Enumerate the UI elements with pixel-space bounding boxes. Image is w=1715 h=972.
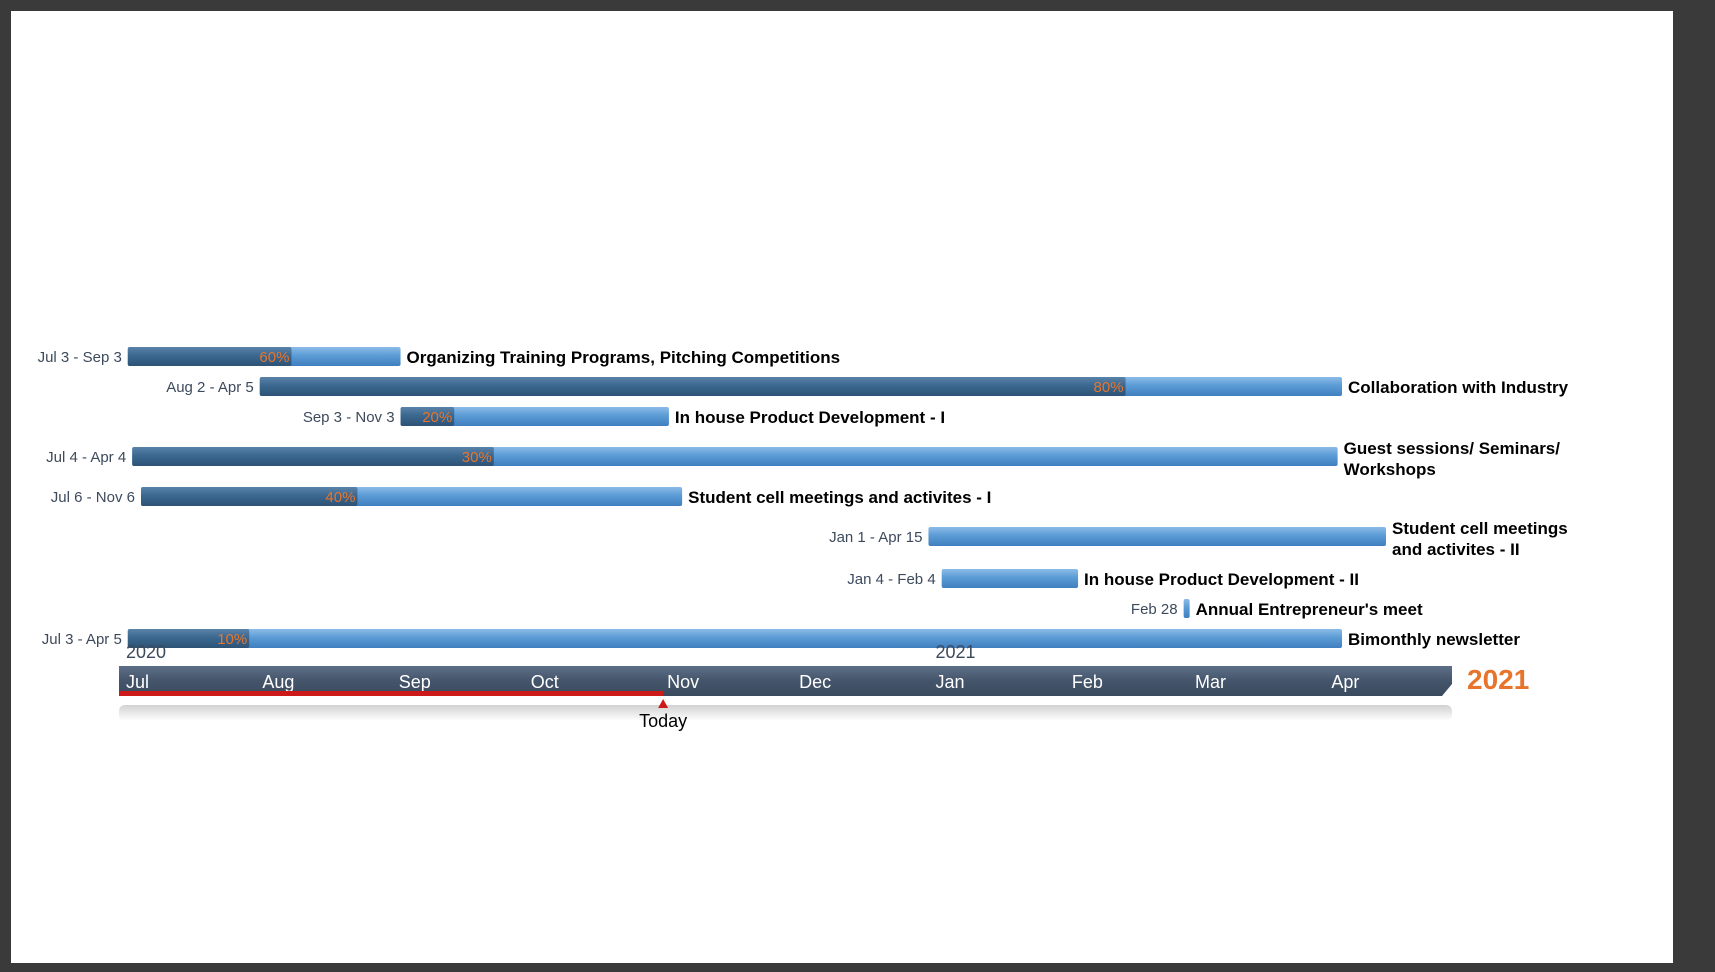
task-progress-bar	[127, 629, 250, 648]
task-progress-label: 30%	[462, 449, 492, 466]
month-label: Mar	[1195, 672, 1226, 692]
task-progress-label: 60%	[259, 349, 289, 366]
task-row: 10% Jul 3 - Apr 5 Bimonthly newsletter	[42, 629, 1520, 649]
task-row: 80% Aug 2 - Apr 5 Collaboration with Indus…	[166, 377, 1569, 397]
month-label: Dec	[799, 672, 831, 692]
year-label: 2021	[935, 642, 975, 662]
task-bar	[127, 629, 1343, 648]
task-date-label: Feb 28	[1131, 601, 1178, 618]
task-progress-label: 20%	[422, 409, 452, 426]
task-name-label: In house Product Development - I	[675, 408, 945, 427]
task-row: 30% Jul 4 - Apr 4 Guest sessions/ Seminars…	[46, 439, 1560, 479]
task-name-label: Collaboration with Industry	[1348, 378, 1569, 397]
task-row: 60% Jul 3 - Sep 3 Organizing Training Prog…	[38, 347, 841, 367]
month-label: Sep	[399, 672, 431, 692]
task-date-label: Jan 1 - Apr 15	[829, 529, 922, 546]
tasks-layer: 60% Jul 3 - Sep 3 Organizing Training Prog…	[38, 347, 1569, 649]
task-name-line: Student cell meetings	[1392, 519, 1568, 538]
task-row: 40% Jul 6 - Nov 6 Student cell meetings an…	[51, 487, 991, 507]
task-name-label: Guest sessions/ Seminars/Workshops	[1344, 439, 1561, 479]
month-label: Apr	[1331, 672, 1359, 692]
today-label: Today	[639, 711, 687, 731]
task-name-line: Organizing Training Programs, Pitching C…	[407, 348, 841, 367]
task-name-label: Student cell meetings and activites - II	[1392, 519, 1568, 559]
task-progress-bar	[132, 447, 494, 466]
year-label: 2020	[126, 642, 166, 662]
task-date-label: Jul 6 - Nov 6	[51, 489, 135, 506]
timeline-shadow	[119, 705, 1452, 721]
task-name-label: Bimonthly newsletter	[1348, 630, 1520, 649]
month-label: Aug	[262, 672, 294, 692]
month-label: Oct	[531, 672, 559, 692]
task-name-line: In house Product Development - II	[1084, 570, 1359, 589]
task-date-label: Jul 3 - Apr 5	[42, 631, 122, 648]
task-progress-label: 80%	[1094, 379, 1124, 396]
task-progress-bar	[140, 487, 358, 506]
task-bar	[400, 407, 669, 426]
gantt-chart: 60% Jul 3 - Sep 3 Organizing Training Prog…	[38, 347, 1569, 731]
timeline-bar	[119, 666, 1452, 696]
month-label: Jul	[126, 672, 149, 692]
timeline-axis: 2020 2021 Jul Aug Sep Oct Nov Dec Jan Feb Mar Apr To…	[119, 642, 1529, 731]
task-date-label: Jul 4 - Apr 4	[46, 449, 126, 466]
task-bar	[928, 527, 1387, 546]
task-name-line: Student cell meetings and activites - I	[688, 488, 991, 507]
task-name-line: In house Product Development - I	[675, 408, 945, 427]
task-progress-bar	[400, 407, 455, 426]
task-bar	[941, 569, 1079, 588]
task-progress-label: 40%	[325, 489, 355, 506]
today-marker	[658, 699, 669, 708]
task-progress-label: 10%	[217, 631, 247, 648]
task-name-line: Collaboration with Industry	[1348, 378, 1569, 397]
task-name-label: In house Product Development - II	[1084, 570, 1359, 589]
task-name-label: Organizing Training Programs, Pitching C…	[407, 348, 841, 367]
task-date-label: Jul 3 - Sep 3	[38, 349, 122, 366]
task-progress-bar	[259, 377, 1126, 396]
task-name-label: Student cell meetings and activites - I	[688, 488, 991, 507]
task-progress-bar	[127, 347, 292, 366]
end-year-label: 2021	[1467, 664, 1529, 695]
task-row: Feb 28 Annual Entrepreneur's meet	[1131, 599, 1423, 619]
task-name-line: Annual Entrepreneur's meet	[1196, 600, 1423, 619]
month-label: Feb	[1072, 672, 1103, 692]
task-name-line: and activites - II	[1392, 540, 1520, 559]
task-name-line: Workshops	[1344, 460, 1436, 479]
task-bar	[1183, 599, 1190, 618]
task-row: Jan 4 - Feb 4 In house Product Developmen…	[847, 569, 1359, 589]
task-name-label: Annual Entrepreneur's meet	[1196, 600, 1423, 619]
task-date-label: Jan 4 - Feb 4	[847, 571, 935, 588]
task-date-label: Sep 3 - Nov 3	[303, 409, 395, 426]
task-name-line: Bimonthly newsletter	[1348, 630, 1520, 649]
month-label: Nov	[667, 672, 699, 692]
elapsed-progress-line	[119, 691, 664, 696]
task-name-line: Guest sessions/ Seminars/	[1344, 439, 1561, 458]
task-date-label: Aug 2 - Apr 5	[166, 379, 254, 396]
slide: 60% Jul 3 - Sep 3 Organizing Training Prog…	[11, 11, 1673, 963]
task-row: Jan 1 - Apr 15 Student cell meetings and a…	[829, 519, 1568, 559]
task-row: 20% Sep 3 - Nov 3 In house Product Develop…	[303, 407, 945, 427]
month-label: Jan	[935, 672, 964, 692]
